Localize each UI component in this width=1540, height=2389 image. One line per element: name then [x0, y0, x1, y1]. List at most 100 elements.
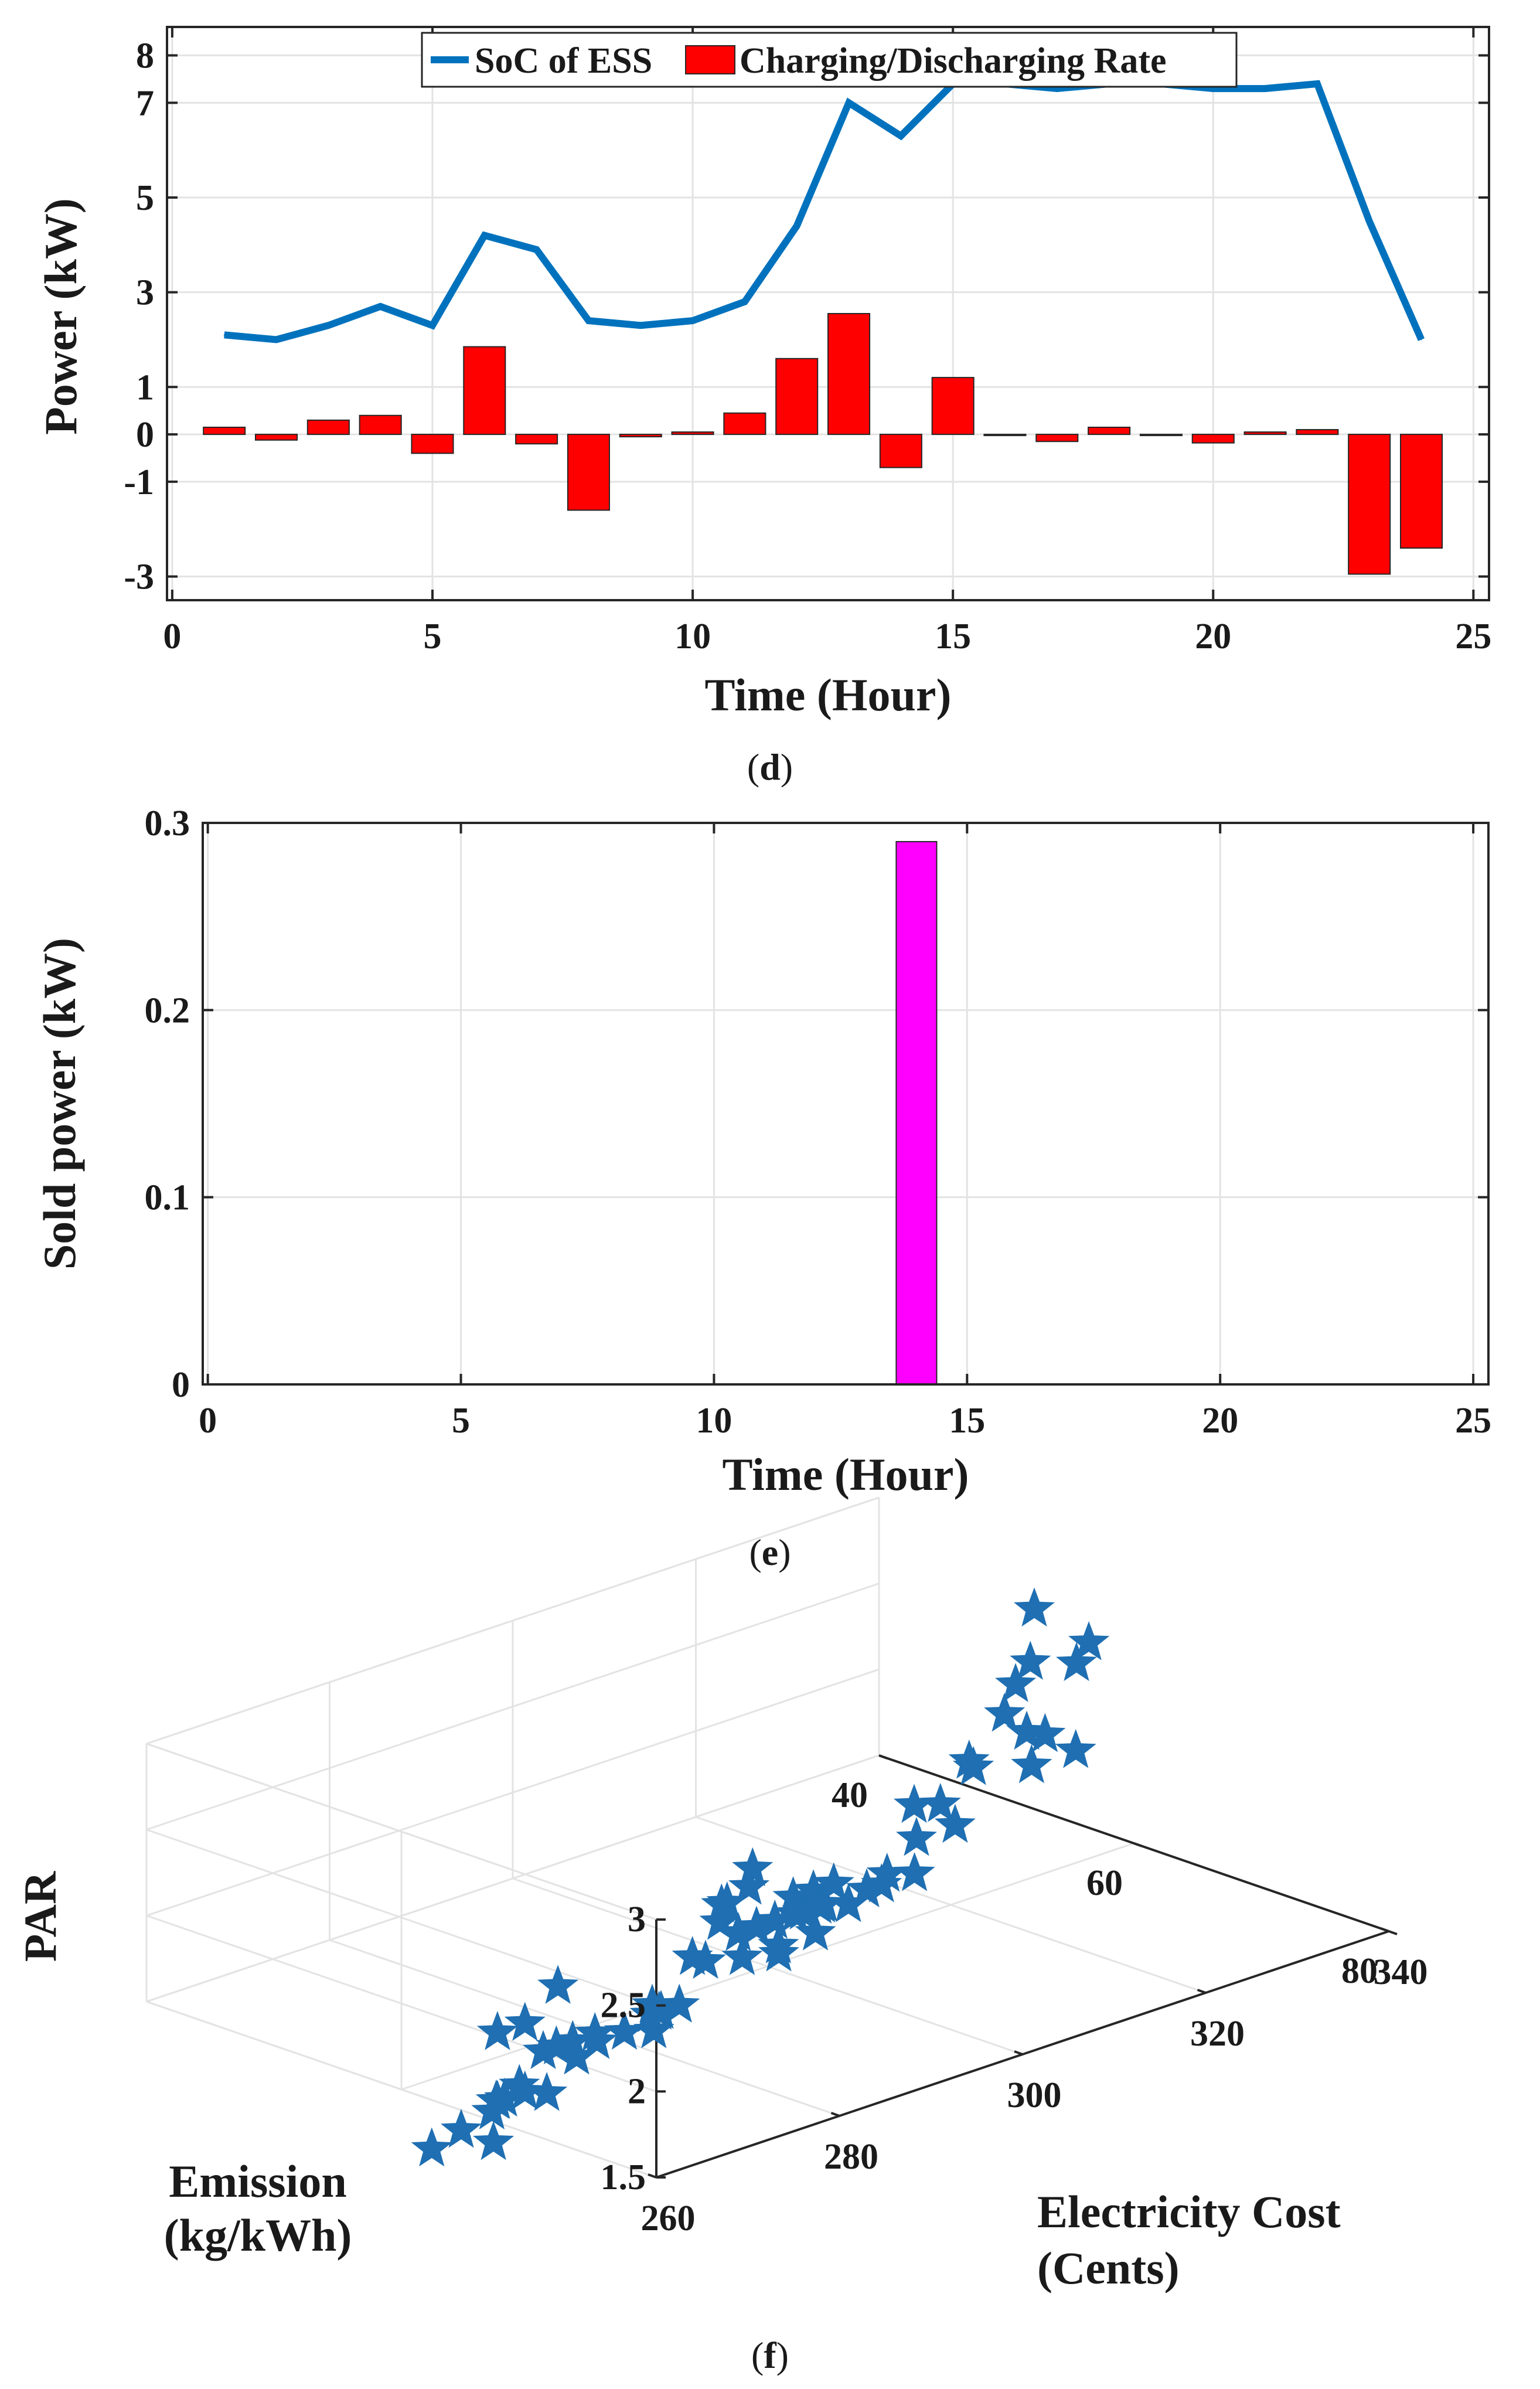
panel-e-axes-frame	[202, 822, 1490, 1386]
x-tick-mark	[1014, 2050, 1023, 2056]
scatter-point-star-9	[504, 2070, 546, 2110]
bar-1-12	[827, 313, 871, 435]
x-tick-label: 25	[1455, 1401, 1491, 1441]
soc-point	[1368, 220, 1370, 222]
scatter-point-star-43	[813, 1862, 854, 1902]
bar-1-7	[567, 434, 610, 511]
bar-1-16	[1035, 434, 1079, 443]
soc-point	[223, 334, 225, 336]
bar-1-19	[1191, 434, 1235, 444]
box-edge	[146, 1496, 880, 1745]
z-tick-label: 2.5	[601, 1986, 646, 2026]
scatter-point-star-14	[536, 2025, 577, 2065]
panel-f-y-label-line1: Emission	[169, 2156, 346, 2207]
bar-1-9	[671, 431, 714, 435]
soc-point	[588, 320, 590, 322]
legend-rate-label: Charging/Discharging Rate	[740, 41, 1167, 81]
scatter-point-star-2	[476, 2011, 518, 2050]
y-tick-label: -3	[124, 557, 154, 597]
scatter-point-star-65	[948, 1739, 990, 1779]
scatter-point-star-3	[537, 1965, 579, 2004]
soc-point	[536, 249, 537, 250]
scatter-point-star-61	[1024, 1713, 1066, 1752]
bar-1-0	[203, 426, 246, 435]
bar-1-17	[1088, 426, 1131, 435]
panel-e-y-axis-label: Sold power (kW)	[34, 938, 85, 1270]
scatter-point-star-66	[1011, 1744, 1052, 1784]
scatter-point-star-57	[984, 1692, 1025, 1732]
bar-1-23	[1400, 434, 1443, 549]
panel-e-grid	[203, 822, 1488, 1386]
scatter-point-star-67	[1055, 1728, 1096, 1768]
scatter-point-star-25	[631, 1983, 673, 2023]
x-tick-label: 300	[1007, 2075, 1062, 2115]
bar-1-2	[306, 419, 350, 435]
z-tick-label: 3	[628, 1900, 646, 1939]
y-tick-mark	[1133, 1842, 1143, 1847]
bar-1-21	[1296, 429, 1339, 435]
panel-f-3d-box	[145, 1496, 1389, 2179]
y-tick-label: 7	[136, 83, 154, 123]
soc-point	[483, 234, 485, 236]
z-tick-label: 2	[628, 2071, 646, 2111]
x-tick-label: 5	[452, 1401, 470, 1441]
soc-point	[796, 225, 798, 227]
panel-f-caption: (f)	[751, 2334, 789, 2376]
panel-e-bars	[895, 840, 938, 1385]
panel-d-y-ticks: -3 -1 0 1 3 5 7 8	[124, 36, 1489, 597]
bar-1-22	[1348, 434, 1391, 575]
scatter-point-star-30	[728, 1865, 770, 1905]
scatter-point-star-59	[1010, 1641, 1051, 1680]
scatter-point-star-47	[795, 1911, 836, 1951]
soc-point	[328, 325, 329, 326]
scatter-point-star-52	[894, 1852, 935, 1891]
x-tick-label: 20	[1202, 1401, 1238, 1441]
x-tick-label: 5	[423, 617, 441, 656]
panel-e-y-ticks: 0 0.1 0.2 0.3	[145, 804, 1488, 1405]
scatter-point-star-64	[893, 1784, 935, 1823]
y-tick-label: 1	[136, 367, 154, 407]
bar-1-1	[254, 434, 298, 441]
bar-1-6	[515, 434, 558, 445]
scatter-point-star-23	[633, 2009, 674, 2048]
soc-point	[1420, 339, 1422, 341]
soc-point	[1265, 88, 1266, 90]
scatter-point-star-12	[411, 2127, 452, 2167]
y-tick-label: 0	[136, 415, 154, 455]
panel-e-caption-letter: e	[762, 1532, 778, 1573]
x-tick-label: 340	[1374, 1952, 1428, 1992]
x-tick-label: 10	[674, 617, 711, 656]
legend-rate-swatch	[685, 45, 735, 74]
grid-back-z	[146, 1668, 880, 1917]
scatter-point-star-10	[526, 2071, 568, 2111]
bar-1-18	[1139, 434, 1183, 437]
legend-soc-label: SoC of ESS	[475, 41, 652, 81]
soc-point	[275, 339, 277, 341]
bar-1-14	[931, 377, 975, 435]
bar-1-15	[983, 434, 1027, 437]
x-tick-label: 15	[949, 1401, 985, 1441]
scatter-point-star-58	[995, 1663, 1037, 1702]
x-tick-label: 0	[199, 1401, 217, 1441]
soc-point	[744, 301, 745, 302]
scatter-point-star-19	[576, 2020, 618, 2059]
scatter-point-star-5	[504, 2002, 546, 2041]
bar-1-4	[411, 434, 454, 454]
scatter-point-star-68	[1068, 1621, 1110, 1660]
x-tick-mark	[1380, 1927, 1389, 1932]
y-tick-mark	[878, 1754, 888, 1760]
bar-1-5	[463, 346, 506, 435]
soc-point	[900, 135, 902, 137]
panel-f-caption-letter: f	[764, 2334, 776, 2376]
z-tick-label: 1.5	[601, 2157, 646, 2197]
panel-e-caption: (e)	[749, 1532, 791, 1573]
panel-d-caption: (d)	[747, 746, 793, 788]
panel-f-z-axis-label: PAR	[15, 1870, 66, 1962]
box-edge	[146, 1743, 657, 1921]
panel-d-bars	[203, 313, 1443, 575]
x-tick-mark	[1197, 1989, 1207, 1994]
soc-point	[692, 320, 694, 322]
soc-point	[1316, 83, 1318, 84]
grid-back-z	[146, 1583, 880, 1831]
x-tick-label: 15	[935, 617, 971, 656]
